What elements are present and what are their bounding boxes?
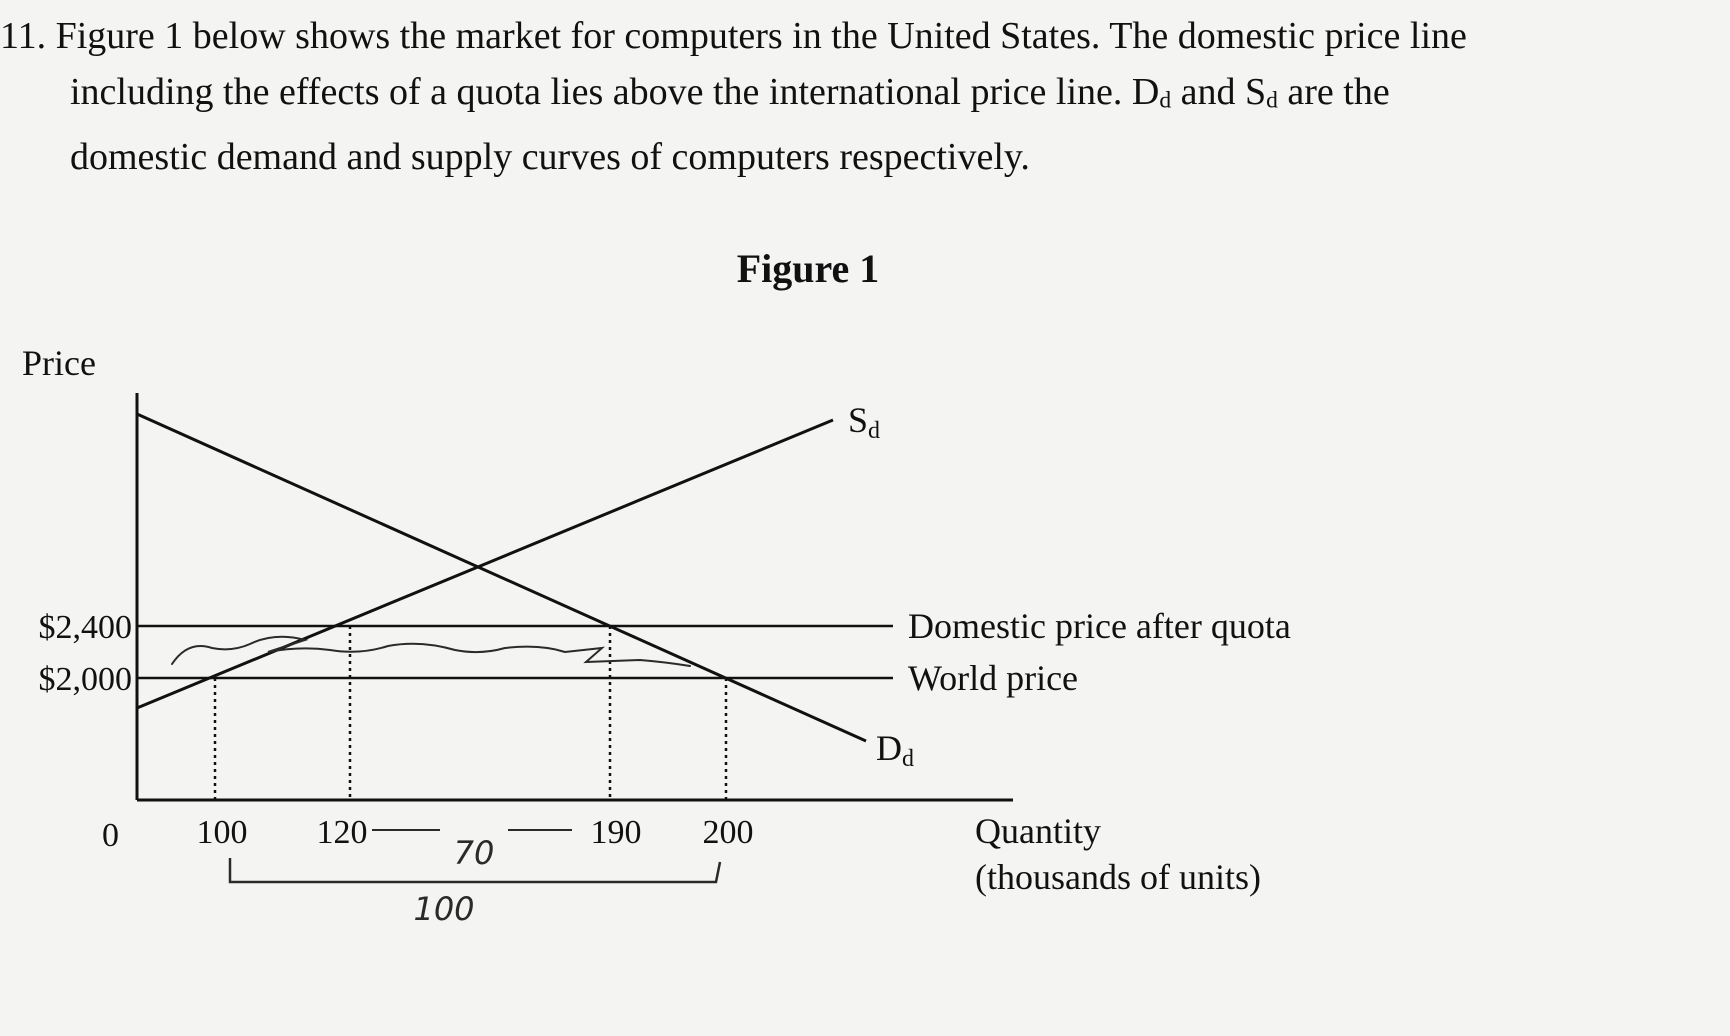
- x-tick-label: 100: [197, 814, 248, 851]
- price-line-label: Domestic price after quota: [908, 606, 1291, 646]
- handwritten-100: 100: [413, 890, 474, 928]
- x-axis-label: Quantity: [975, 811, 1101, 851]
- question-line-3: domestic demand and supply curves of com…: [70, 135, 1030, 178]
- y-axis-label: Price: [22, 343, 96, 383]
- price-line-label: World price: [908, 658, 1078, 698]
- question-line-1: 11. Figure 1 below shows the market for …: [0, 15, 1467, 57]
- demand-curve-label: Dd: [876, 728, 914, 772]
- x-tick-label: 190: [591, 814, 642, 851]
- supply-label-inline: Dd: [1131, 71, 1172, 114]
- pencil-scribble: [171, 635, 691, 667]
- supply-curve: [136, 418, 834, 710]
- origin-label: 0: [102, 817, 119, 854]
- handwritten-70: 70: [454, 834, 495, 872]
- y-tick-label: $2,000: [39, 661, 133, 698]
- x-tick-label: 120: [317, 814, 368, 851]
- demand-curve: [136, 412, 867, 743]
- question-line-2: including the effects of a quota lies ab…: [70, 71, 1390, 114]
- demand-label-inline: Sd: [1244, 71, 1278, 114]
- x-tick-label: 200: [703, 814, 754, 851]
- x-axis-label-units: (thousands of units): [975, 857, 1261, 897]
- question-line-2-text: including the effects of a quota lies ab…: [70, 71, 1132, 113]
- bracket-100: [228, 858, 722, 884]
- chart-title: Figure 1: [737, 246, 880, 291]
- question-text: 11. Figure 1 below shows the market for …: [0, 8, 1720, 185]
- supply-curve-label: Sd: [848, 400, 880, 444]
- y-tick-label: $2,400: [39, 609, 133, 646]
